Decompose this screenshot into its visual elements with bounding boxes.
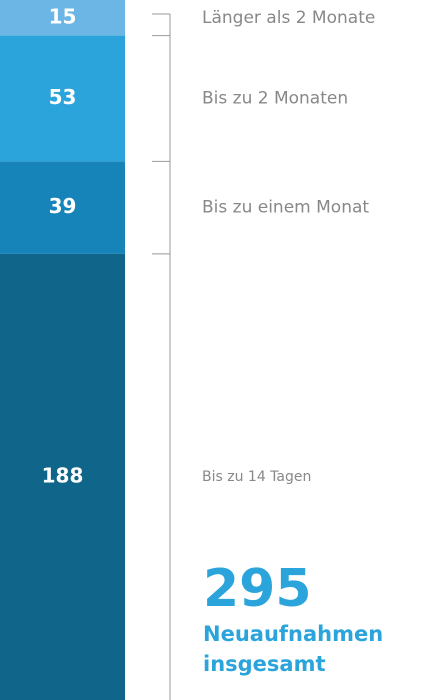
segment-label: Bis zu einem Monat (202, 198, 369, 218)
total-value: 295 (203, 559, 312, 619)
value-label: 39 (49, 194, 77, 218)
segment-label: Länger als 2 Monate (202, 8, 375, 28)
total-label: Neuaufnahmen (203, 622, 383, 646)
value-label: 53 (49, 85, 77, 109)
bar-segment (0, 35, 125, 162)
segment-label: Bis zu 14 Tagen (202, 469, 311, 485)
value-label: 188 (42, 463, 84, 487)
bar-segment (0, 0, 125, 36)
total-label: insgesamt (203, 652, 326, 676)
bar-segment (0, 253, 125, 700)
bar-segment (0, 161, 125, 254)
value-label: 15 (49, 4, 77, 28)
segment-label: Bis zu 2 Monaten (202, 88, 348, 108)
